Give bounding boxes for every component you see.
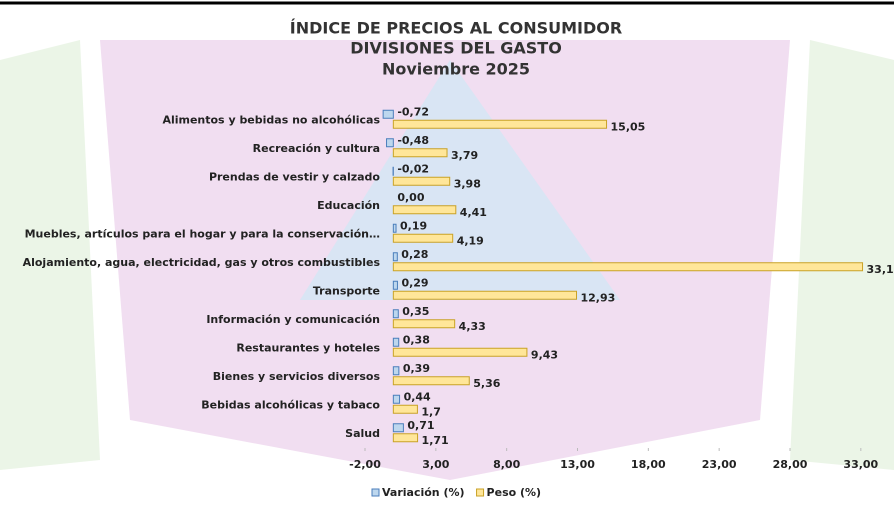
emblem-triangle — [300, 60, 620, 300]
bar — [392, 205, 457, 215]
bar — [392, 433, 419, 443]
bar — [392, 319, 456, 329]
bar — [382, 109, 394, 119]
legend-swatch — [371, 488, 380, 497]
y-tick-label: Alimentos y bebidas no alcohólicas — [162, 113, 380, 126]
legend-swatch — [476, 488, 485, 497]
emblem-leaves-right — [790, 40, 894, 470]
bar — [392, 376, 470, 386]
y-tick-label: Bienes y servicios diversos — [213, 370, 381, 383]
y-tick-label: Muebles, artículos para el hogar y para … — [25, 227, 380, 240]
y-tick-label: Salud — [345, 427, 380, 440]
data-label: 0,29 — [401, 276, 428, 289]
y-tick-label: Bebidas alcohólicas y tabaco — [201, 398, 380, 411]
y-tick-label: Educación — [317, 199, 380, 212]
x-tick-label: 8,00 — [493, 458, 520, 471]
data-label: 3,79 — [451, 149, 478, 162]
data-label: 4,33 — [459, 320, 486, 333]
y-tick-label: Información y comunicación — [206, 313, 380, 326]
bar — [386, 138, 394, 148]
bar — [392, 233, 454, 243]
bar — [392, 309, 399, 319]
data-label: -0,48 — [397, 134, 429, 147]
bar — [392, 347, 528, 357]
data-label: 0,38 — [403, 333, 430, 346]
data-label: -0,72 — [397, 105, 429, 118]
x-tick-label: 28,00 — [773, 458, 808, 471]
x-tick-label: 3,00 — [422, 458, 449, 471]
bar — [392, 423, 404, 433]
bar — [392, 290, 578, 300]
x-tick-label: 13,00 — [560, 458, 595, 471]
emblem-leaves-left — [0, 40, 100, 470]
data-label: 0,39 — [403, 362, 430, 375]
data-label: 12,93 — [581, 291, 616, 304]
chart-subtitle: DIVISIONES DEL GASTO — [350, 39, 562, 58]
bar — [392, 223, 397, 233]
data-label: 0,00 — [397, 191, 424, 204]
data-label: 1,71 — [422, 434, 449, 447]
y-tick-label: Prendas de vestir y calzado — [209, 170, 380, 183]
data-label: 5,36 — [473, 377, 500, 390]
bar — [392, 404, 418, 414]
y-tick-label: Transporte — [313, 284, 380, 297]
bar — [392, 148, 448, 158]
bar — [392, 280, 398, 290]
y-tick-label: Recreación y cultura — [253, 142, 380, 155]
bar — [392, 262, 864, 272]
chart-subtitle: Noviembre 2025 — [382, 60, 530, 79]
data-label: 0,35 — [402, 305, 429, 318]
x-tick-label: -2,00 — [349, 458, 381, 471]
data-label: 0,28 — [401, 248, 428, 261]
data-label: 0,71 — [407, 419, 434, 432]
x-tick-label: 18,00 — [631, 458, 666, 471]
data-label: 1,7 — [421, 405, 441, 418]
data-label: 0,19 — [400, 219, 427, 232]
bar — [392, 119, 608, 129]
data-label: 3,98 — [454, 177, 481, 190]
data-label: 15,05 — [611, 120, 646, 133]
legend-label: Variación (%) — [382, 486, 465, 499]
data-label: 0,44 — [404, 390, 431, 403]
data-label: -0,02 — [397, 162, 429, 175]
y-tick-label: Alojamiento, agua, electricidad, gas y o… — [23, 256, 381, 269]
bar — [392, 337, 400, 347]
data-label: 4,41 — [460, 206, 487, 219]
bar — [392, 252, 398, 262]
bar — [392, 366, 400, 376]
x-tick-label: 33,00 — [843, 458, 878, 471]
y-tick-label: Restaurantes y hoteles — [236, 341, 380, 354]
legend-label: Peso (%) — [487, 486, 542, 499]
bar — [392, 394, 401, 404]
bar — [392, 176, 451, 186]
chart-title: ÍNDICE DE PRECIOS AL CONSUMIDOR — [290, 19, 622, 38]
data-label: 4,19 — [457, 234, 484, 247]
data-label: 33,12 — [867, 263, 894, 276]
data-label: 9,43 — [531, 348, 558, 361]
x-tick-label: 23,00 — [702, 458, 737, 471]
